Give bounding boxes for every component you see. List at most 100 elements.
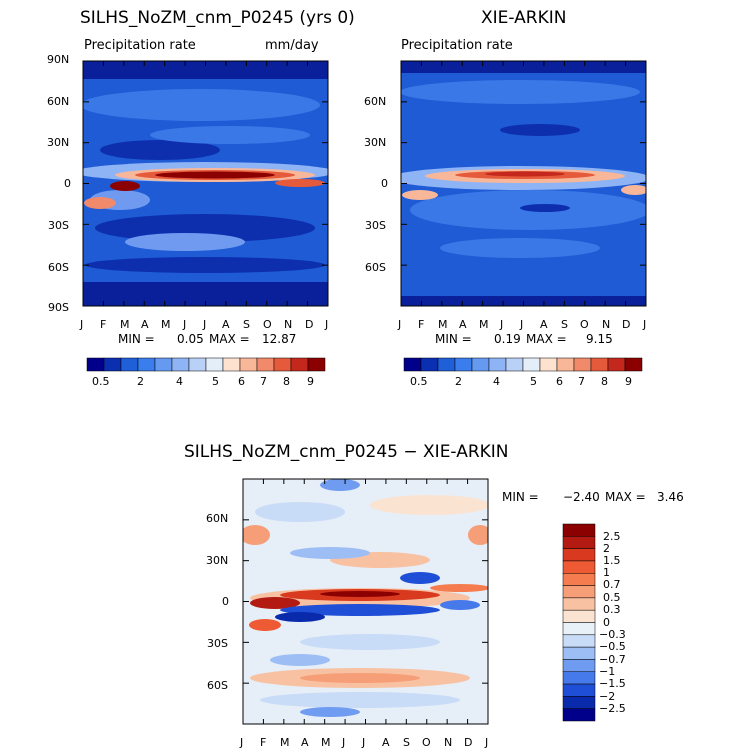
left-colorbar-swatch — [86, 357, 105, 372]
diff-colorbar-swatch — [562, 585, 596, 599]
diff-cbar-label: 0.3 — [603, 603, 621, 616]
diff-colorbar-swatch — [562, 696, 596, 709]
diff-colorbar-swatch — [562, 622, 596, 636]
diff-colorbar — [562, 523, 596, 722]
left-cbar-label: 5 — [212, 375, 219, 388]
left-colorbar-swatch — [290, 357, 309, 372]
left-colorbar-swatch — [307, 357, 326, 372]
diff-colorbar-swatch — [562, 683, 596, 697]
diff-xtick-dec: D — [464, 736, 473, 749]
diff-ytick-30s: 30S — [207, 637, 228, 650]
right-colorbar — [403, 357, 643, 372]
right-cbar-label: 0.5 — [410, 375, 428, 388]
right-min-value: 0.19 — [494, 332, 521, 346]
diff-max-value: 3.46 — [657, 490, 684, 504]
diff-xtick-may: M — [321, 736, 331, 749]
right-cbar-label: 6 — [556, 375, 563, 388]
diff-xtick-apr: A — [301, 736, 309, 749]
diff-cbar-label: −0.5 — [599, 640, 626, 653]
diff-xtick-jan2: J — [485, 736, 489, 749]
diff-colorbar-swatch — [562, 560, 596, 574]
left-ytick-0: 0 — [64, 177, 71, 190]
right-colorbar-swatch — [454, 357, 473, 372]
right-cbar-label: 2 — [455, 375, 462, 388]
left-colorbar-swatch — [188, 357, 207, 372]
left-heatmap — [83, 61, 328, 306]
diff-colorbar-swatch — [562, 671, 596, 685]
left-cbar-label: 4 — [176, 375, 183, 388]
diff-xtick-mar: M — [280, 736, 290, 749]
right-cbar-label: 7 — [578, 375, 585, 388]
left-colorbar-swatch — [120, 357, 139, 372]
left-panel-subtitle: Precipitation rate — [84, 38, 196, 53]
diff-cbar-label: −0.3 — [599, 628, 626, 641]
diff-xtick-jun: J — [342, 736, 346, 749]
right-ytick-60n: 60N — [364, 95, 387, 108]
right-colorbar-swatch — [471, 357, 490, 372]
right-ytick-60s: 60S — [365, 261, 386, 274]
left-max-value: 12.87 — [262, 332, 297, 346]
diff-cbar-label: −2 — [599, 690, 616, 703]
right-colorbar-swatch — [420, 357, 439, 372]
right-ytick-30n: 30N — [364, 136, 387, 149]
right-xtick-jan: J — [398, 318, 402, 331]
left-ytick-90s: 90S — [48, 301, 69, 314]
left-cbar-label: 0.5 — [92, 375, 110, 388]
diff-colorbar-swatch — [562, 708, 596, 722]
diff-colorbar-swatch — [562, 573, 596, 586]
right-max-label: MAX = — [526, 332, 567, 346]
left-xtick-may: M — [161, 318, 171, 331]
axis-ticks — [82, 60, 647, 725]
right-xtick-feb: F — [418, 318, 425, 331]
diff-cbar-label: 1 — [603, 566, 610, 579]
right-xtick-apr: A — [459, 318, 467, 331]
left-ytick-60s: 60S — [48, 261, 69, 274]
diff-xtick-oct: O — [422, 736, 431, 749]
right-colorbar-swatch — [522, 357, 541, 372]
left-min-label: MIN = — [118, 332, 155, 346]
diff-ytick-60s: 60S — [207, 679, 228, 692]
diff-cbar-label: −0.7 — [599, 653, 626, 666]
right-colorbar-swatch — [539, 357, 558, 372]
right-colorbar-swatch — [505, 357, 524, 372]
diff-colorbar-swatch — [562, 523, 596, 537]
diff-xtick-sep: S — [403, 736, 410, 749]
right-cbar-label: 4 — [493, 375, 500, 388]
diff-ytick-30n: 30N — [206, 554, 229, 567]
right-xtick-nov: N — [602, 318, 611, 331]
left-colorbar-swatch — [256, 357, 275, 372]
left-xtick-feb: F — [100, 318, 107, 331]
diff-ytick-0: 0 — [222, 595, 229, 608]
left-cbar-label: 8 — [283, 375, 290, 388]
left-colorbar-swatch — [205, 357, 224, 372]
right-colorbar-swatch — [590, 357, 609, 372]
diff-colorbar-swatch — [562, 597, 596, 611]
left-colorbar-swatch — [239, 357, 258, 372]
right-xtick-may: M — [479, 318, 489, 331]
left-xtick-jul: J — [203, 318, 207, 331]
diff-colorbar-swatch — [562, 536, 596, 549]
right-xtick-dec: D — [622, 318, 631, 331]
left-xtick-jan: J — [80, 318, 84, 331]
diff-panel-title: SILHS_NoZM_cnm_P0245 − XIE-ARKIN — [184, 442, 509, 462]
right-colorbar-swatch — [403, 357, 422, 372]
right-xtick-aug: A — [540, 318, 548, 331]
left-cbar-label: 9 — [307, 375, 314, 388]
diff-cbar-label: 0 — [603, 616, 610, 629]
left-ytick-60n: 60N — [47, 95, 70, 108]
diff-ytick-60n: 60N — [206, 512, 229, 525]
diff-cbar-label: 2.5 — [603, 530, 621, 543]
diff-min-label: MIN = — [502, 490, 539, 504]
right-xtick-jun: J — [500, 318, 504, 331]
left-xtick-oct: O — [263, 318, 272, 331]
right-xtick-jan2: J — [643, 318, 647, 331]
right-cbar-label: 8 — [601, 375, 608, 388]
left-colorbar-swatch — [273, 357, 292, 372]
left-xtick-aug: A — [222, 318, 230, 331]
right-colorbar-swatch — [488, 357, 507, 372]
right-xtick-sep: S — [561, 318, 568, 331]
diff-xtick-jan: J — [240, 736, 244, 749]
right-panel-title: XIE-ARKIN — [481, 8, 567, 28]
diff-cbar-label: 0.7 — [603, 578, 621, 591]
right-colorbar-swatch — [556, 357, 575, 372]
